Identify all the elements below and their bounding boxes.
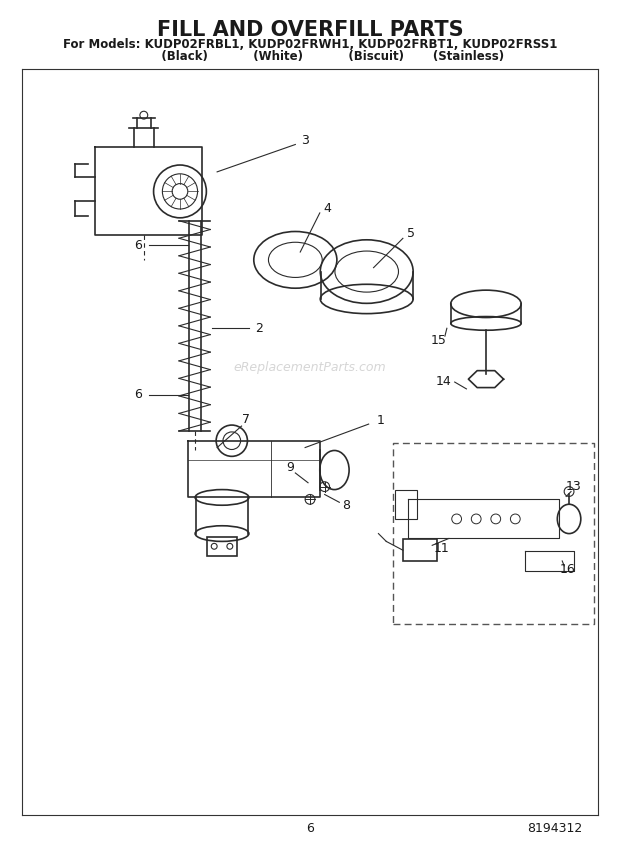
Text: 14: 14 [436, 375, 452, 388]
Text: 6: 6 [134, 239, 142, 252]
Text: 8194312: 8194312 [527, 823, 582, 835]
Text: 13: 13 [566, 480, 582, 493]
Text: 1: 1 [376, 413, 384, 426]
Text: FILL AND OVERFILL PARTS: FILL AND OVERFILL PARTS [157, 20, 463, 40]
Text: 8: 8 [342, 499, 350, 512]
Text: 9: 9 [286, 461, 294, 473]
Text: For Models: KUDP02FRBL1, KUDP02FRWH1, KUDP02FRBT1, KUDP02FRSS1: For Models: KUDP02FRBL1, KUDP02FRWH1, KU… [63, 39, 557, 51]
Text: (Black)           (White)           (Biscuit)       (Stainless): (Black) (White) (Biscuit) (Stainless) [116, 50, 504, 63]
Text: 7: 7 [242, 413, 250, 425]
Text: 6: 6 [134, 389, 142, 401]
Text: 5: 5 [407, 227, 415, 240]
Bar [403, 539, 437, 561]
Text: 2: 2 [255, 322, 263, 335]
Text: 16: 16 [559, 563, 575, 576]
Text: 11: 11 [434, 542, 450, 555]
Text: 4: 4 [324, 201, 332, 215]
Text: 6: 6 [306, 823, 314, 835]
Bar [207, 537, 237, 556]
Text: 3: 3 [301, 134, 309, 147]
Bar [395, 490, 417, 519]
Text: 15: 15 [431, 334, 447, 347]
Text: eReplacementParts.com: eReplacementParts.com [234, 361, 386, 374]
